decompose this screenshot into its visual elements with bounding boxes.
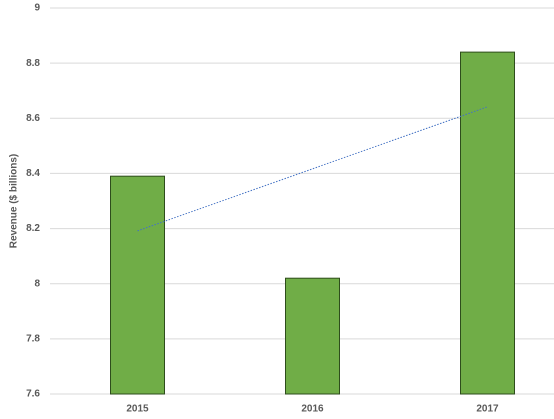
y-tick-label: 8.8 bbox=[26, 58, 40, 69]
y-tick-label: 8.2 bbox=[26, 223, 40, 234]
y-tick-label: 7.6 bbox=[26, 389, 40, 400]
bar bbox=[110, 175, 165, 395]
x-tick-label: 2015 bbox=[126, 404, 149, 415]
y-tick-label: 8.6 bbox=[26, 113, 40, 124]
trendline bbox=[137, 106, 488, 232]
y-tick-label: 8.4 bbox=[26, 168, 40, 179]
x-tick-label: 2016 bbox=[301, 404, 324, 415]
bar bbox=[285, 277, 340, 395]
x-tick-label: 2017 bbox=[476, 404, 499, 415]
bar bbox=[460, 51, 515, 395]
y-axis-label: Revenue ($ billions) bbox=[9, 154, 20, 248]
y-tick-label: 9 bbox=[34, 3, 40, 14]
y-tick-label: 8 bbox=[34, 278, 40, 289]
y-tick-label: 7.8 bbox=[26, 333, 40, 344]
